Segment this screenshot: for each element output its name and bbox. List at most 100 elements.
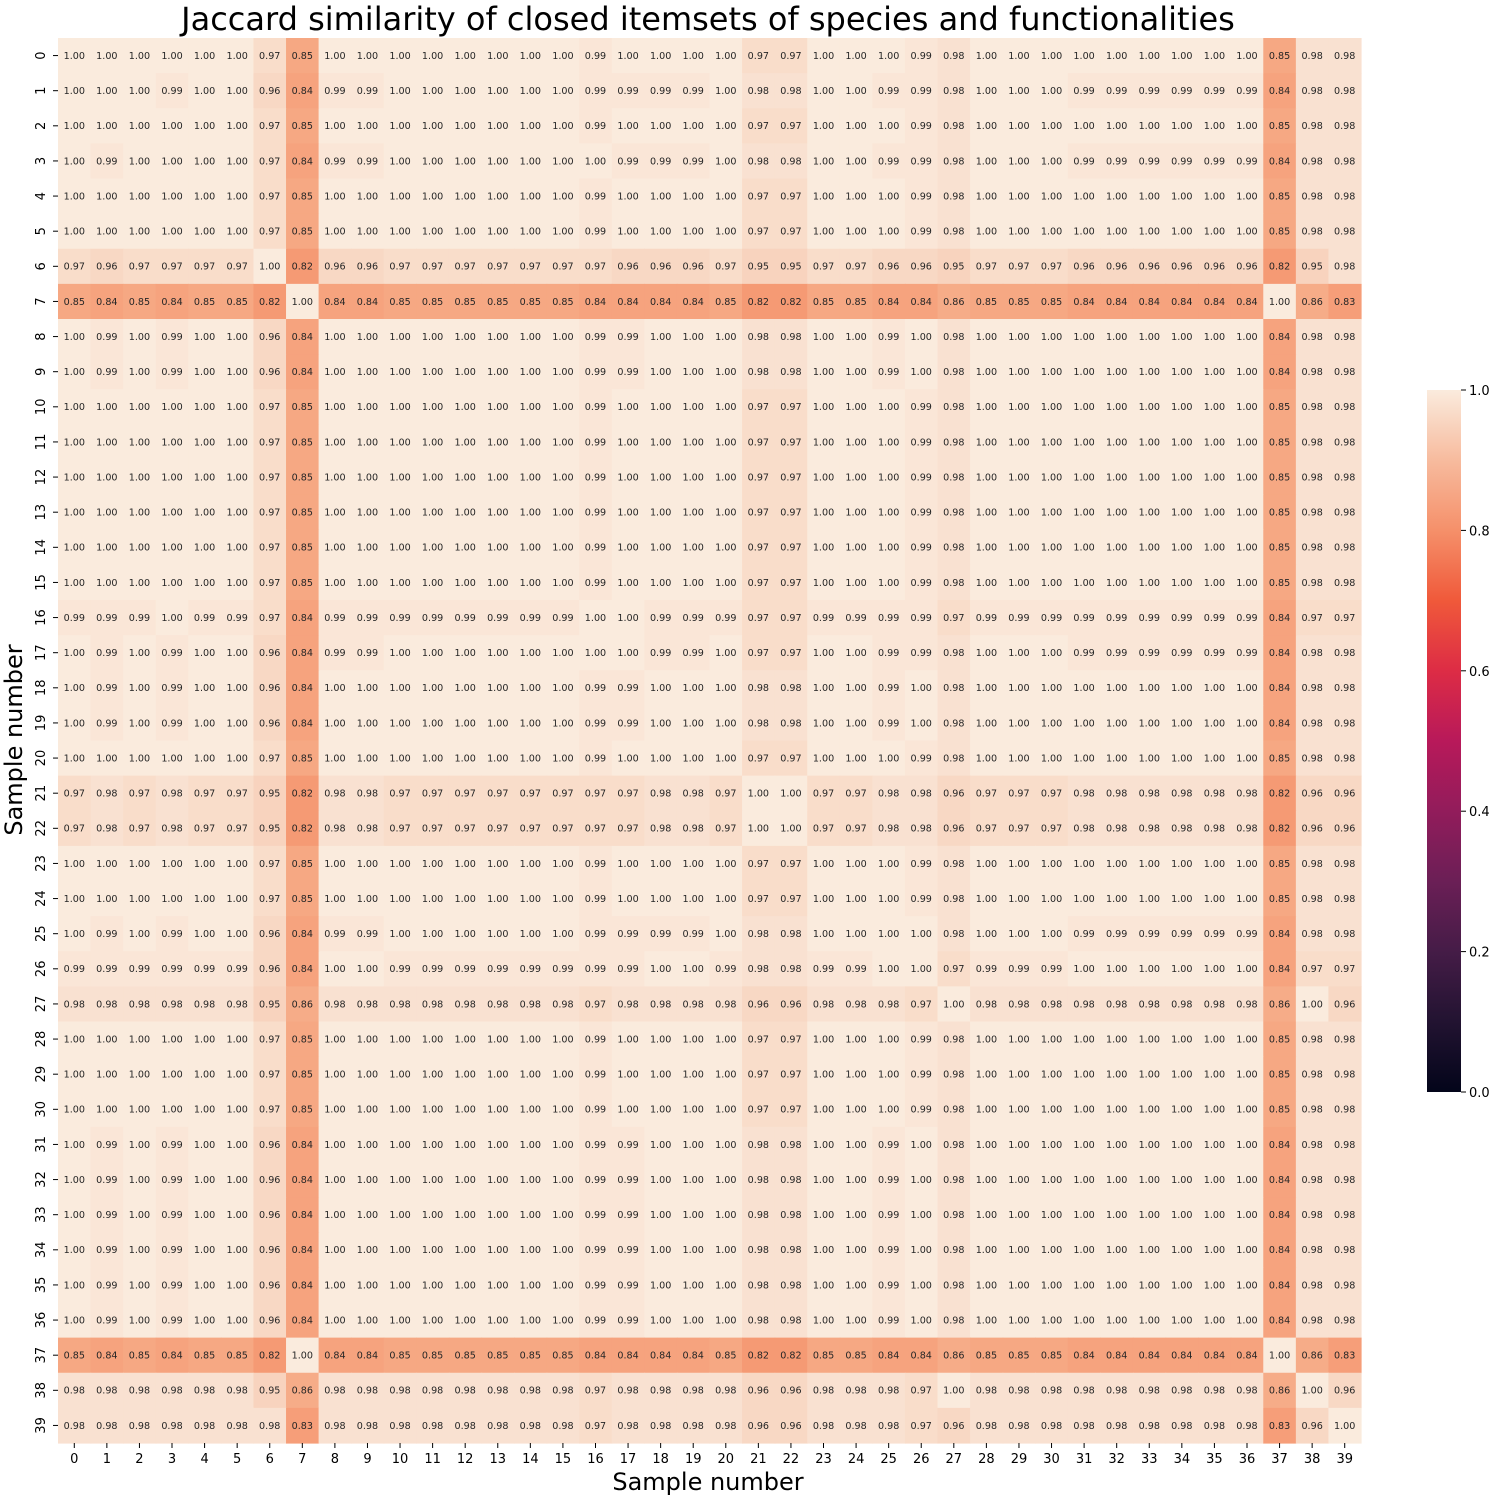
y-tick-label: 10 bbox=[34, 399, 49, 416]
cell-value-label: 1.00 bbox=[715, 894, 736, 905]
heatmap-cell bbox=[676, 213, 711, 250]
cell-value-label: 1.00 bbox=[1204, 367, 1225, 378]
cell-value-label: 0.99 bbox=[96, 332, 117, 343]
cell-value-label: 1.00 bbox=[64, 1034, 85, 1045]
cell-value-label: 1.00 bbox=[617, 578, 638, 589]
cell-value-label: 1.00 bbox=[324, 1140, 345, 1151]
heatmap-cell bbox=[1198, 213, 1232, 250]
cell-value-label: 0.84 bbox=[585, 1351, 606, 1362]
cell-value-label: 1.00 bbox=[226, 894, 247, 905]
cell-value-label: 1.00 bbox=[389, 1105, 410, 1116]
cell-value-label: 0.98 bbox=[1334, 929, 1355, 940]
cell-value-label: 1.00 bbox=[422, 1105, 443, 1116]
cell-value-label: 1.00 bbox=[324, 1070, 345, 1081]
cell-value-label: 1.00 bbox=[422, 578, 443, 589]
cell-value-label: 1.00 bbox=[520, 578, 541, 589]
y-tick-label: 34 bbox=[34, 1242, 49, 1259]
cell-value-label: 1.00 bbox=[357, 1175, 378, 1186]
cell-value-label: 0.98 bbox=[748, 1175, 769, 1186]
cell-value-label: 1.00 bbox=[129, 683, 150, 694]
heatmap-cell bbox=[1035, 38, 1069, 74]
heatmap-cell bbox=[579, 73, 613, 109]
cell-value-label: 0.84 bbox=[617, 297, 638, 308]
cell-value-label: 0.84 bbox=[292, 1175, 313, 1186]
y-tick-label: 6 bbox=[34, 262, 49, 270]
heatmap-cell bbox=[579, 143, 613, 180]
cell-value-label: 0.84 bbox=[1269, 613, 1290, 624]
cell-value-label: 0.99 bbox=[617, 1315, 638, 1326]
cell-value-label: 0.96 bbox=[943, 824, 964, 835]
cell-value-label: 1.00 bbox=[650, 1175, 671, 1186]
cell-value-label: 0.98 bbox=[1334, 894, 1355, 905]
cell-value-label: 1.00 bbox=[617, 121, 638, 132]
cell-value-label: 1.00 bbox=[552, 859, 573, 870]
cell-value-label: 1.00 bbox=[1139, 437, 1160, 448]
cell-value-label: 0.99 bbox=[1139, 648, 1160, 659]
cell-value-label: 1.00 bbox=[194, 1140, 215, 1151]
cell-value-label: 1.00 bbox=[1139, 718, 1160, 729]
cell-value-label: 0.98 bbox=[943, 508, 964, 519]
cell-value-label: 0.97 bbox=[389, 262, 410, 273]
heatmap-cell bbox=[546, 38, 580, 74]
heatmap-cell bbox=[253, 143, 287, 180]
cell-value-label: 0.97 bbox=[1008, 789, 1029, 800]
cell-value-label: 1.00 bbox=[1139, 191, 1160, 202]
cell-value-label: 0.98 bbox=[96, 789, 117, 800]
cell-value-label: 1.00 bbox=[1073, 683, 1094, 694]
cell-value-label: 1.00 bbox=[715, 191, 736, 202]
cell-value-label: 1.00 bbox=[650, 437, 671, 448]
cell-value-label: 0.97 bbox=[780, 402, 801, 413]
cell-value-label: 1.00 bbox=[389, 437, 410, 448]
cell-value-label: 1.00 bbox=[129, 332, 150, 343]
cell-value-label: 0.99 bbox=[1008, 964, 1029, 975]
colorbar: 0.00.20.40.60.81.0 bbox=[1427, 384, 1490, 1101]
cell-value-label: 1.00 bbox=[1204, 51, 1225, 62]
cell-value-label: 1.00 bbox=[813, 894, 834, 905]
heatmap-cell bbox=[351, 213, 385, 250]
cell-value-label: 0.99 bbox=[96, 683, 117, 694]
heatmap-cell bbox=[90, 248, 124, 285]
cell-value-label: 0.98 bbox=[324, 789, 345, 800]
cell-value-label: 0.99 bbox=[1236, 156, 1257, 167]
heatmap-cell bbox=[286, 178, 320, 215]
cell-value-label: 1.00 bbox=[1041, 1034, 1062, 1045]
cell-value-label: 0.98 bbox=[1334, 332, 1355, 343]
cell-value-label: 0.97 bbox=[715, 789, 736, 800]
x-tick-label: 29 bbox=[1011, 1452, 1028, 1467]
cell-value-label: 0.84 bbox=[292, 929, 313, 940]
cell-value-label: 1.00 bbox=[1106, 1280, 1127, 1291]
cell-value-label: 0.98 bbox=[161, 789, 182, 800]
cell-value-label: 0.99 bbox=[683, 86, 704, 97]
cell-value-label: 1.00 bbox=[1171, 1175, 1192, 1186]
cell-value-label: 0.97 bbox=[259, 156, 280, 167]
cell-value-label: 1.00 bbox=[455, 51, 476, 62]
cell-value-label: 0.97 bbox=[780, 613, 801, 624]
cell-value-label: 1.00 bbox=[161, 508, 182, 519]
cell-value-label: 1.00 bbox=[455, 1034, 476, 1045]
cell-value-label: 1.00 bbox=[1236, 191, 1257, 202]
cell-value-label: 0.97 bbox=[129, 789, 150, 800]
cell-value-label: 1.00 bbox=[1139, 1245, 1160, 1256]
cell-value-label: 0.98 bbox=[1301, 402, 1322, 413]
cell-value-label: 0.85 bbox=[845, 1351, 866, 1362]
cell-value-label: 1.00 bbox=[845, 1105, 866, 1116]
cell-value-label: 0.99 bbox=[161, 1140, 182, 1151]
heatmap-cell bbox=[1100, 38, 1134, 74]
cell-value-label: 1.00 bbox=[487, 402, 508, 413]
cell-value-label: 0.98 bbox=[1334, 753, 1355, 764]
cell-value-label: 1.00 bbox=[129, 1140, 150, 1151]
y-tick-label: 8 bbox=[34, 332, 49, 340]
cell-value-label: 0.98 bbox=[1334, 1245, 1355, 1256]
cell-value-label: 1.00 bbox=[520, 894, 541, 905]
x-tick-label: 39 bbox=[1336, 1452, 1353, 1467]
cell-value-label: 1.00 bbox=[226, 1140, 247, 1151]
cell-value-label: 0.97 bbox=[780, 51, 801, 62]
cell-value-label: 1.00 bbox=[357, 508, 378, 519]
y-tick-label: 30 bbox=[34, 1101, 49, 1118]
cell-value-label: 1.00 bbox=[129, 51, 150, 62]
cell-value-label: 1.00 bbox=[1204, 859, 1225, 870]
cell-value-label: 1.00 bbox=[552, 191, 573, 202]
cell-value-label: 0.99 bbox=[422, 613, 443, 624]
heatmap-cell bbox=[937, 213, 971, 250]
cell-value-label: 1.00 bbox=[650, 753, 671, 764]
